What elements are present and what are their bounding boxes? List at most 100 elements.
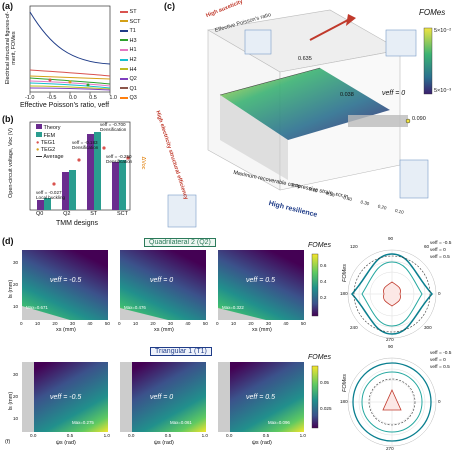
row2-polar-label: FOMes: [342, 373, 349, 393]
plot-nu-label: νeff = -0.5: [50, 394, 82, 401]
panel-c-value: 0.090: [412, 116, 426, 122]
legend-item: νeff = 0: [430, 248, 446, 253]
row2-yticks: 30 20 10: [13, 372, 19, 421]
row1-colorbar-ticks: 0.6 0.4 0.2: [320, 263, 327, 300]
panel-a-letter: (a): [2, 1, 13, 11]
annotation: νeff = -0.183 Densification: [72, 140, 99, 150]
panel-a-chart: [29, 5, 111, 95]
panel-a-legend: ST SCT T1 H3 H1 H2 H4 Q2 Q1 Q3: [120, 8, 141, 104]
panel-b-y2label: ΔVoc: [140, 156, 146, 170]
polar-angle: 60: [424, 244, 430, 249]
plot-max-label: Max=0.476: [124, 305, 146, 310]
plot-max-label: Max=0.275: [72, 420, 94, 425]
annotation: νeff = -0.250 Densification: [106, 154, 133, 164]
plot-max-label: Max=0.096: [268, 420, 290, 425]
polar-angle: 300: [424, 325, 432, 330]
polar-angle: 180: [340, 291, 348, 296]
panel-a-ylabel: Electrical structural figures-of-merit, …: [4, 11, 17, 85]
row2-xticks: 0.0 0.5 1.0: [226, 433, 306, 438]
legend-item: νeff = -0.5: [430, 351, 452, 356]
plot-nu-label: νeff = 0: [150, 394, 174, 401]
polar-angle: 270: [386, 446, 394, 451]
panel-c-value: 0.635: [298, 56, 312, 62]
legend-item: H3: [120, 37, 141, 47]
panel-c-nu-label: νeff = 0: [382, 90, 406, 97]
row1-xticks: 0 10 20 30 40 50: [118, 321, 208, 326]
polar-angle: 120: [350, 244, 358, 249]
annotation: νeff = -0.700 Densification: [100, 122, 127, 132]
tick-label: Q2: [63, 211, 71, 217]
panel-b-letter: (b): [2, 114, 14, 124]
legend-item: SCT: [120, 18, 141, 28]
legend-item: νeff = -0.5: [430, 241, 452, 246]
row1-colorbar-title: FOMes: [308, 242, 331, 249]
plot-max-label: Max=0.061: [170, 420, 192, 425]
row1-yticks: 30 20 10: [13, 260, 19, 309]
row2-xticks: 0.0 0.5 1.0: [128, 433, 208, 438]
legend-item: νeff = 0.5: [430, 365, 450, 370]
row2-xticks: 0.0 0.5 1.0: [30, 433, 110, 438]
legend-item: ST: [120, 8, 141, 18]
plot-max-label: Max=0.671: [26, 305, 48, 310]
colorbar-tick: 5×10⁻³: [434, 88, 452, 94]
row2-polar-legend: νeff = -0.5 νeff = 0 νeff = 0.5: [430, 350, 451, 371]
legend-item: H1: [120, 46, 141, 56]
legend-item: Average: [36, 154, 64, 161]
legend-item: Q2: [120, 75, 141, 85]
tick-label: 0.0: [69, 95, 77, 101]
row2-colorbar-title: FOMes: [308, 354, 331, 361]
plot-max-label: Max=0.322: [222, 305, 244, 310]
row2-sub-letter: (f): [5, 439, 11, 445]
polar-angle: 0: [438, 399, 441, 404]
plot-nu-label: νeff = -0.5: [50, 277, 82, 284]
panel-b-ylabel: Open-circuit voltage, Voc (V): [8, 127, 14, 198]
panel-c-value: 0.038: [340, 92, 354, 98]
panel-d-maps: [22, 249, 437, 447]
legend-item: H4: [120, 66, 141, 76]
panel-d-letter: (d): [2, 236, 14, 246]
tick-label: 0.5: [89, 95, 97, 101]
legend-item: H2: [120, 56, 141, 66]
polar-angle: 0: [438, 291, 441, 296]
panel-b-legend: Theory FEM ● TEG1 ● TEG2 Average: [36, 124, 64, 161]
annotation: νeff = -0.027 Local buckling: [36, 190, 66, 200]
section-title-t1: Triangular 1 (T1): [150, 347, 212, 356]
tick-label: 1.0: [109, 95, 117, 101]
plot-nu-label: νeff = 0.5: [246, 394, 275, 401]
tick-label: Q0: [36, 211, 44, 217]
legend-item: ● TEG2: [36, 147, 56, 153]
legend-item: ● TEG1: [36, 140, 56, 146]
panel-a-xlabel: Effective Poisson's ratio, νeff: [20, 102, 110, 109]
tick-label: ST: [90, 211, 98, 217]
legend-item: T1: [120, 27, 141, 37]
row1-polar-legend: νeff = -0.5 νeff = 0 νeff = 0.5: [430, 240, 451, 261]
polar-angle: 180: [340, 399, 348, 404]
row1-xlabel: xs (mm): [252, 327, 272, 333]
plot-nu-label: νeff = 0: [150, 277, 174, 284]
panel-a-xticks: -1.0 -0.5 0.0 0.5 1.0: [25, 95, 117, 101]
row2-xlabel: ψs (rad): [154, 440, 174, 446]
row1-xlabel: xs (mm): [56, 327, 76, 333]
row1-xticks: 0 10 20 30 40 50: [216, 321, 306, 326]
colorbar-tick: 5×10⁻²: [434, 28, 452, 34]
panel-b-chart: [29, 121, 131, 211]
legend-item: νeff = 0: [430, 358, 446, 363]
row1-xlabel: xs (mm): [154, 327, 174, 333]
legend-item: νeff = 0.5: [430, 255, 450, 260]
panel-c-colorbar-title: FOMes: [419, 8, 446, 17]
tick-label: -1.0: [25, 95, 35, 101]
tick-label: -0.5: [47, 95, 57, 101]
polar-angle: 270: [386, 337, 394, 342]
plot-nu-label: νeff = 0.5: [246, 277, 275, 284]
legend-item: Q3: [120, 94, 141, 104]
legend-item: Q1: [120, 85, 141, 95]
polar-angle: 240: [350, 325, 358, 330]
row1-polar-label: FOMes: [342, 263, 349, 283]
section-title-q2: Quadrilateral 2 (Q2): [144, 238, 216, 247]
panel-c-surface: [167, 9, 433, 228]
polar-angle: 90: [388, 344, 394, 349]
legend-item: Theory: [36, 124, 64, 132]
legend-item: FEM: [36, 132, 64, 140]
polar-angle: 90: [388, 236, 394, 241]
row1-xticks: 0 10 20 30 40 50: [20, 321, 110, 326]
